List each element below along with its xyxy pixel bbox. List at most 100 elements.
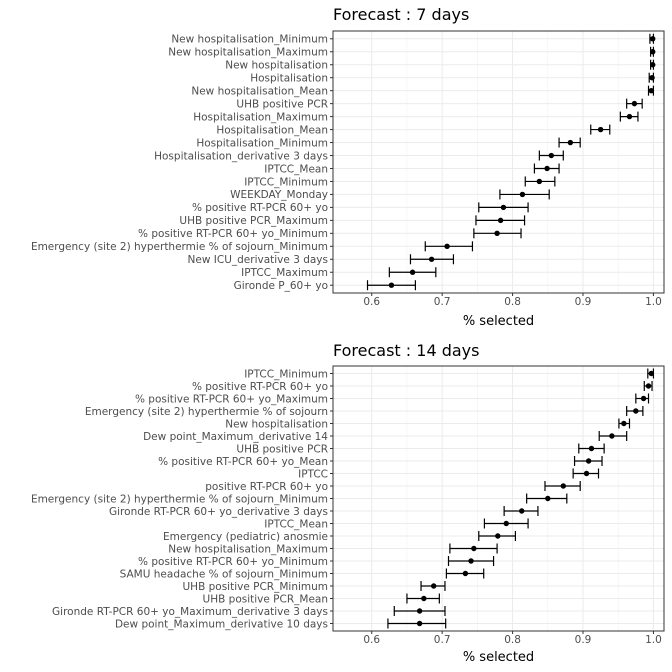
chart-panel-1: New hospitalisation_Minimum New hospitali… <box>31 5 665 329</box>
data-point <box>597 126 604 133</box>
y-tick-label: UHB positive PCR_Maximum <box>179 215 328 227</box>
x-tick-label: 0.7 <box>434 634 451 646</box>
data-point <box>503 520 509 527</box>
y-tick-label: UHB positive PCR <box>236 443 328 455</box>
plot-background <box>333 31 664 293</box>
data-point <box>471 545 477 552</box>
y-tick-label: IPTCC_Maximum <box>241 267 328 279</box>
y-tick-label: Dew point_Maximum_derivative 10 days <box>115 618 328 630</box>
y-tick-label: % positive RT-PCR 60+ yo_Minimum <box>138 228 328 240</box>
y-tick-label: Hospitalisation_Maximum <box>193 111 328 123</box>
y-tick-label: Hospitalisation_derivative 3 days <box>154 150 328 162</box>
y-tick-label: New hospitalisation <box>225 60 328 72</box>
data-point <box>567 139 574 146</box>
plot-border <box>332 365 665 632</box>
y-tick-label: positive RT-PCR 60+ yo <box>205 481 328 493</box>
y-tick-label: Gironde RT-PCR 60+ yo_derivative 3 days <box>109 506 328 518</box>
y-tick-label: SAMU headache % of sojourn_Minimum <box>120 568 328 580</box>
x-tick-label: 1.0 <box>645 634 662 646</box>
chart-title: Forecast : 14 days <box>333 341 479 360</box>
data-point <box>462 570 469 577</box>
x-tick-label: 0.7 <box>434 296 451 308</box>
data-point <box>650 49 656 55</box>
y-tick-label: IPTCC_Minimum <box>244 368 328 380</box>
data-point <box>416 620 423 627</box>
y-tick-label: Emergency (site 2) hyperthermie % of soj… <box>31 241 328 253</box>
y-tick-label: IPTCC <box>298 468 328 480</box>
y-tick-label: IPTCC_Mean <box>264 518 328 530</box>
x-axis-label: % selected <box>463 650 534 665</box>
data-point <box>409 269 416 275</box>
y-tick-label: Dew point_Maximum_derivative 14 <box>143 431 328 443</box>
x-tick-label: 0.8 <box>504 634 521 646</box>
x-tick-label: 0.8 <box>504 296 521 308</box>
data-point <box>495 533 501 539</box>
data-point <box>388 282 395 288</box>
y-tick-label: New ICU_derivative 3 days <box>188 254 328 266</box>
y-tick-label: Hospitalisation_Mean <box>216 124 328 136</box>
x-tick-label: 0.9 <box>575 296 592 308</box>
data-point <box>428 256 435 262</box>
chart-panel-2: IPTCC_Minimum% positive RT-PCR 60+ yo% p… <box>31 341 665 665</box>
data-point <box>609 433 615 439</box>
data-point <box>650 62 656 68</box>
data-point <box>588 445 595 452</box>
data-point <box>633 408 639 414</box>
data-point <box>548 152 555 159</box>
y-tick-label: IPTCC_Mean <box>264 163 328 175</box>
data-point <box>640 395 647 402</box>
data-point <box>585 458 592 464</box>
data-point <box>648 87 655 94</box>
data-point <box>631 100 638 107</box>
data-point <box>416 608 423 614</box>
y-tick-label: New hospitalisation_Minimum <box>171 34 328 46</box>
y-tick-label: New hospitalisation_Mean <box>191 85 328 97</box>
data-point <box>583 470 590 477</box>
y-tick-label: WEEKDAY_Monday <box>230 189 328 201</box>
x-tick-label: 1.0 <box>645 296 662 308</box>
x-axis-label: % selected <box>463 314 534 329</box>
y-tick-label: % positive RT-PCR 60+ yo_Minimum <box>138 556 328 568</box>
data-point <box>621 420 627 427</box>
y-tick-label: IPTCC_Minimum <box>244 176 328 188</box>
data-point <box>560 483 566 489</box>
data-point <box>421 595 427 602</box>
data-point <box>519 191 526 198</box>
y-tick-label: Gironde RT-PCR 60+ yo_Maximum_derivative… <box>52 606 328 618</box>
x-tick-label: 0.6 <box>363 296 380 308</box>
y-tick-label: Hospitalisation <box>250 72 328 84</box>
data-point <box>626 113 633 120</box>
chart-title: Forecast : 7 days <box>333 5 469 24</box>
x-tick-label: 0.6 <box>363 634 380 646</box>
y-tick-label: Emergency (site 2) hyperthermie % of soj… <box>31 493 328 505</box>
data-point <box>650 36 656 42</box>
y-tick-label: Emergency (pediatric) anosmie <box>163 531 328 543</box>
y-tick-label: % positive RT-PCR 60+ yo <box>192 202 328 214</box>
data-point <box>468 558 474 564</box>
data-point <box>497 217 504 224</box>
data-point <box>500 204 507 211</box>
data-point <box>648 370 655 377</box>
plot-border <box>332 30 665 294</box>
y-tick-label: New hospitalisation <box>225 418 328 430</box>
y-tick-label: Emergency (site 2) hyperthermie % of soj… <box>85 406 328 418</box>
y-tick-label: UHB positive PCR_Mean <box>203 593 328 605</box>
data-point <box>444 243 450 250</box>
data-point <box>645 383 652 389</box>
y-tick-label: % positive RT-PCR 60+ yo <box>192 381 328 393</box>
data-point <box>494 230 500 237</box>
y-tick-label: % positive RT-PCR 60+ yo_Mean <box>158 456 328 468</box>
y-tick-label: Gironde P_60+ yo <box>234 280 328 292</box>
y-tick-label: UHB positive PCR_Minimum <box>182 581 328 593</box>
data-point <box>519 508 525 514</box>
y-tick-label: Hospitalisation_Minimum <box>196 137 328 149</box>
data-point <box>545 495 551 502</box>
y-tick-label: % positive RT-PCR 60+ yo_Maximum <box>135 393 328 405</box>
data-point <box>649 74 655 81</box>
data-point <box>536 178 543 185</box>
data-point <box>544 165 550 172</box>
y-tick-label: New hospitalisation_Maximum <box>168 543 328 555</box>
y-tick-label: UHB positive PCR <box>236 98 328 110</box>
x-tick-label: 0.9 <box>575 634 592 646</box>
